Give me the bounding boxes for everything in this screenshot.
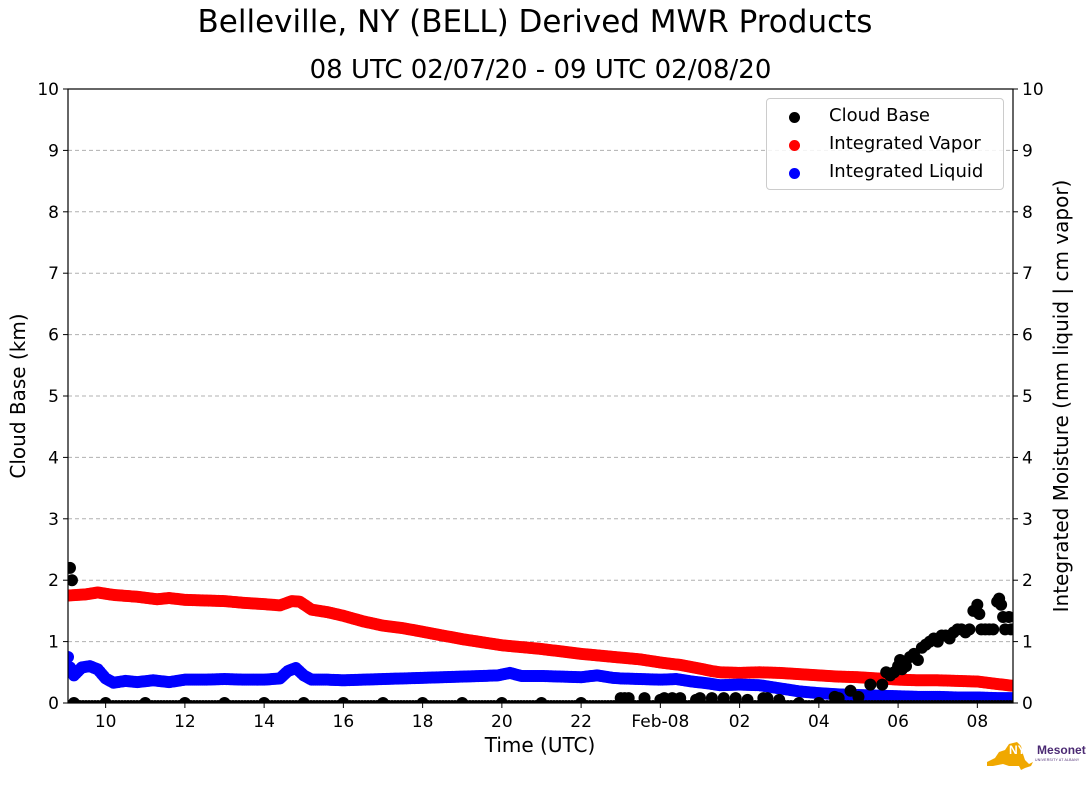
y-tick-label-left: 6 [48, 326, 59, 346]
series-integrated-vapor [68, 586, 1013, 692]
new-york-state-icon [987, 742, 1033, 770]
x-tick-label: 18 [412, 712, 434, 732]
data-point [773, 693, 786, 703]
y-tick-label-right: 8 [1022, 203, 1033, 223]
y-axis-label-left: Cloud Base (km) [6, 313, 30, 478]
x-tick-label: Feb-08 [631, 712, 689, 732]
nys-mesonet-logo: NYS Mesonet UNIVERSITY AT ALBANY [985, 738, 1086, 772]
data-point [1007, 692, 1013, 703]
y-axis-label-right: Integrated Moisture (mm liquid | cm vapo… [1049, 180, 1073, 613]
logo-text: NYS Mesonet [1009, 743, 1086, 757]
data-point-baseline [1010, 700, 1013, 703]
x-tick-label: 02 [729, 712, 751, 732]
x-tick-label: 04 [808, 712, 830, 732]
legend-marker-integrated-vapor [789, 140, 800, 151]
y-tick-label-left: 5 [48, 387, 59, 407]
chart-title: Belleville, NY (BELL) Derived MWR Produc… [197, 4, 873, 40]
x-tick-label: 10 [95, 712, 117, 732]
legend: Cloud Base Integrated Vapor Integrated L… [766, 98, 1004, 190]
legend-item-integrated-liquid[interactable]: Integrated Liquid [767, 158, 1003, 186]
data-point [729, 692, 742, 703]
grid-lines [68, 149, 1013, 643]
legend-marker-cloud-base [789, 112, 800, 123]
x-axis-label: Time (UTC) [484, 733, 596, 757]
x-tick-label: 12 [174, 712, 196, 732]
y-tick-label-right: 0 [1022, 694, 1033, 714]
data-point [864, 678, 877, 691]
series-cloud-base [68, 561, 1013, 703]
logo-subtitle: UNIVERSITY AT ALBANY [1035, 758, 1080, 762]
data-point [68, 561, 76, 574]
data-point [741, 693, 754, 703]
x-tick-label: 14 [253, 712, 275, 732]
data-point [995, 598, 1008, 611]
data-point [971, 598, 984, 611]
data-point [876, 678, 889, 691]
data-point [900, 660, 913, 673]
y-tick-label-right: 2 [1022, 571, 1033, 591]
x-tick-label: 20 [491, 712, 513, 732]
y-tick-label-right: 7 [1022, 264, 1033, 284]
data-point [68, 574, 78, 587]
data-point [1003, 611, 1013, 624]
y-tick-label-left: 8 [48, 203, 59, 223]
legend-item-integrated-vapor[interactable]: Integrated Vapor [767, 130, 1003, 158]
x-tick-label: 16 [333, 712, 355, 732]
chart-subtitle: 08 UTC 02/07/20 - 09 UTC 02/08/20 [309, 55, 772, 85]
y-tick-label-right: 9 [1022, 141, 1033, 161]
data-point [1007, 679, 1013, 692]
logo-nys: NYS [1009, 743, 1034, 757]
x-tick-label: 06 [887, 712, 909, 732]
y-tick-label-right: 4 [1022, 448, 1033, 468]
logo-mesonet: Mesonet [1037, 743, 1086, 757]
data-point [68, 650, 74, 663]
y-tick-label-left: 7 [48, 264, 59, 284]
y-tick-label-right: 10 [1022, 80, 1044, 100]
y-tick-label-right: 1 [1022, 633, 1033, 653]
data-point [852, 690, 865, 703]
y-tick-label-left: 1 [48, 633, 59, 653]
data-point [963, 623, 976, 636]
y-tick-label-left: 9 [48, 141, 59, 161]
y-tick-label-left: 2 [48, 571, 59, 591]
data-point [973, 607, 986, 620]
y-tick-label-left: 0 [48, 694, 59, 714]
y-tick-label-left: 3 [48, 510, 59, 530]
data-point [987, 623, 1000, 636]
y-tick-label-left: 10 [37, 80, 59, 100]
y-tick-label-right: 5 [1022, 387, 1033, 407]
y-tick-label-left: 4 [48, 448, 59, 468]
legend-label: Integrated Liquid [829, 161, 984, 182]
legend-label: Integrated Vapor [829, 133, 981, 154]
data-point [1005, 623, 1013, 636]
x-tick-label: 08 [967, 712, 989, 732]
data-point [911, 654, 924, 667]
legend-label: Cloud Base [829, 105, 930, 126]
legend-marker-integrated-liquid [789, 168, 800, 179]
legend-item-cloud-base[interactable]: Cloud Base [767, 102, 1003, 130]
y-tick-label-right: 6 [1022, 326, 1033, 346]
x-tick-label: 22 [570, 712, 592, 732]
series-layer [68, 561, 1013, 703]
y-tick-label-right: 3 [1022, 510, 1033, 530]
